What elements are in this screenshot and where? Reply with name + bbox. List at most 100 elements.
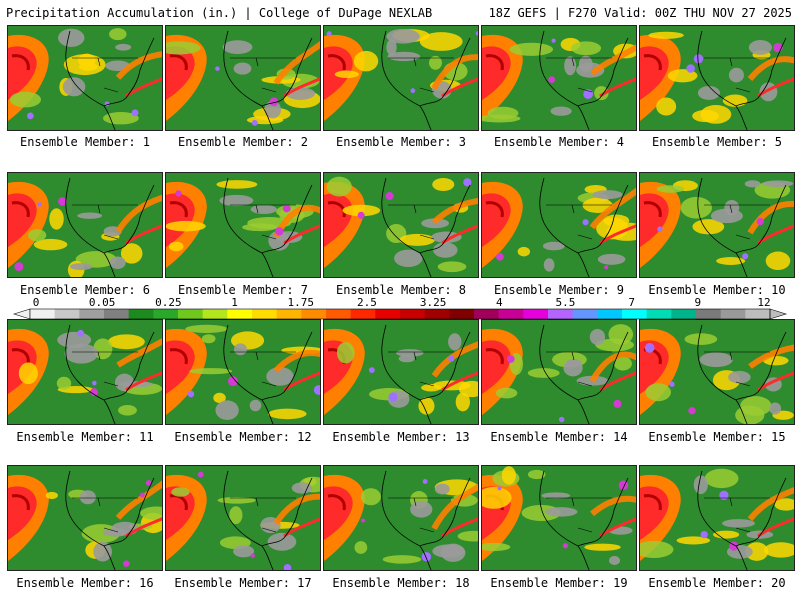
precip-blob [140, 506, 162, 520]
pacific-precip-core [324, 193, 353, 247]
precip-map [640, 173, 794, 277]
heavy-precip-band [485, 201, 504, 218]
pacific-precip-core [8, 193, 37, 247]
precip-blob [704, 468, 739, 489]
precipitation-colorbar: 0 0.05 0.25 1 1.75 2.5 3.25 4 5.5 7 9 12 [12, 296, 788, 320]
dry-area [728, 67, 744, 83]
pacific-precip-core [482, 46, 511, 100]
ensemble-map-panel [323, 465, 479, 571]
colorbar-segment [523, 309, 549, 319]
precip-blob [28, 229, 47, 242]
coastline [223, 177, 313, 277]
dry-area [769, 402, 782, 415]
atlantic-precip-band [115, 480, 162, 520]
ensemble-map-panel [481, 25, 637, 131]
colorbar-tick-label: 1 [231, 296, 238, 309]
dry-area [544, 507, 578, 517]
ensemble-map-panel [481, 172, 637, 278]
precip-blob [354, 541, 368, 554]
heavy-precip-cell [145, 480, 152, 486]
colorbar-segment [153, 309, 179, 319]
political-border [388, 204, 454, 240]
pacific-precip-core [166, 486, 195, 540]
precip-blob [713, 530, 740, 539]
political-border [230, 57, 296, 93]
colorbar-segment [276, 309, 302, 319]
heavy-precip-cell [604, 265, 609, 270]
heavy-precip-cell [251, 119, 258, 126]
colorbar-tick-label: 0.05 [89, 296, 116, 309]
precip-blob [185, 324, 228, 333]
atlantic-precip-band [748, 344, 794, 369]
heavy-precip-band [327, 494, 346, 511]
precip-map [8, 173, 162, 277]
precip-map [640, 26, 794, 130]
precip-blob [382, 555, 422, 564]
pacific-precip-core [166, 46, 195, 100]
precip-blob [45, 491, 58, 500]
heavy-precip-cell [313, 385, 320, 395]
pacific-precip-core [640, 486, 669, 540]
heavy-precip-cell [422, 478, 428, 484]
precip-blob [594, 86, 609, 101]
heavy-precip-cell [282, 204, 291, 213]
dry-area [219, 194, 254, 207]
dry-area [566, 358, 582, 368]
precip-map [324, 320, 478, 424]
ensemble-member-label: Ensemble Member: 2 [177, 135, 309, 149]
heavy-precip-cell [77, 329, 85, 337]
coastline [65, 177, 155, 277]
political-border [72, 351, 138, 387]
pacific-precip-core [640, 193, 669, 247]
ensemble-map-panel [639, 172, 795, 278]
precip-blob [482, 542, 511, 552]
political-border [546, 497, 612, 533]
precip-map [166, 320, 320, 424]
precip-blob [217, 496, 256, 504]
heavy-precip-cell [123, 560, 130, 567]
precip-blob [437, 261, 467, 273]
dry-area [592, 190, 623, 200]
coastline [65, 470, 155, 570]
ensemble-member-label: Ensemble Member: 16 [16, 576, 154, 590]
ensemble-member-label: Ensemble Member: 1 [19, 135, 151, 149]
atlantic-precip-band [273, 40, 320, 85]
dry-area [215, 400, 239, 421]
dry-area [394, 249, 423, 268]
precip-map [166, 173, 320, 277]
ensemble-map-panel [165, 172, 321, 278]
precip-blob [684, 333, 718, 345]
heavy-precip-cell [644, 343, 655, 353]
heavy-precip-cell [410, 88, 416, 94]
atlantic-precip-band [431, 341, 478, 378]
coastline [381, 324, 471, 424]
precip-map [482, 26, 636, 130]
dry-area [432, 544, 465, 558]
colorbar-tick-label: 3.25 [420, 296, 447, 309]
heavy-precip-cell [368, 367, 375, 373]
heavy-precip-cell [187, 390, 195, 398]
pacific-precip-core [166, 340, 195, 394]
heavy-precip-cell [388, 392, 398, 402]
atlantic-precip-band [747, 486, 794, 522]
precip-blob [334, 70, 359, 78]
heavy-precip-band [643, 54, 662, 71]
coastline [539, 177, 629, 277]
colorbar-segment [745, 309, 771, 319]
colorbar-segment [474, 309, 500, 319]
precip-blob [517, 246, 531, 257]
ensemble-member-label: Ensemble Member: 9 [493, 283, 625, 297]
ensemble-member-label: Ensemble Member: 5 [651, 135, 783, 149]
pacific-precip-core [640, 46, 669, 100]
colorbar-segment [326, 309, 352, 319]
run-info: 18Z GEFS | F270 Valid: 00Z THU NOV 27 20… [488, 6, 792, 20]
heavy-precip-cell [27, 112, 34, 120]
ensemble-member-label: Ensemble Member: 18 [332, 576, 470, 590]
precip-blob [120, 243, 143, 264]
colorbar-min-arrow [12, 308, 31, 320]
precip-blob [268, 408, 307, 420]
ensemble-map-panel [7, 25, 163, 131]
coastline [539, 324, 629, 424]
political-border [388, 497, 454, 533]
heavy-precip-cell [227, 376, 238, 387]
